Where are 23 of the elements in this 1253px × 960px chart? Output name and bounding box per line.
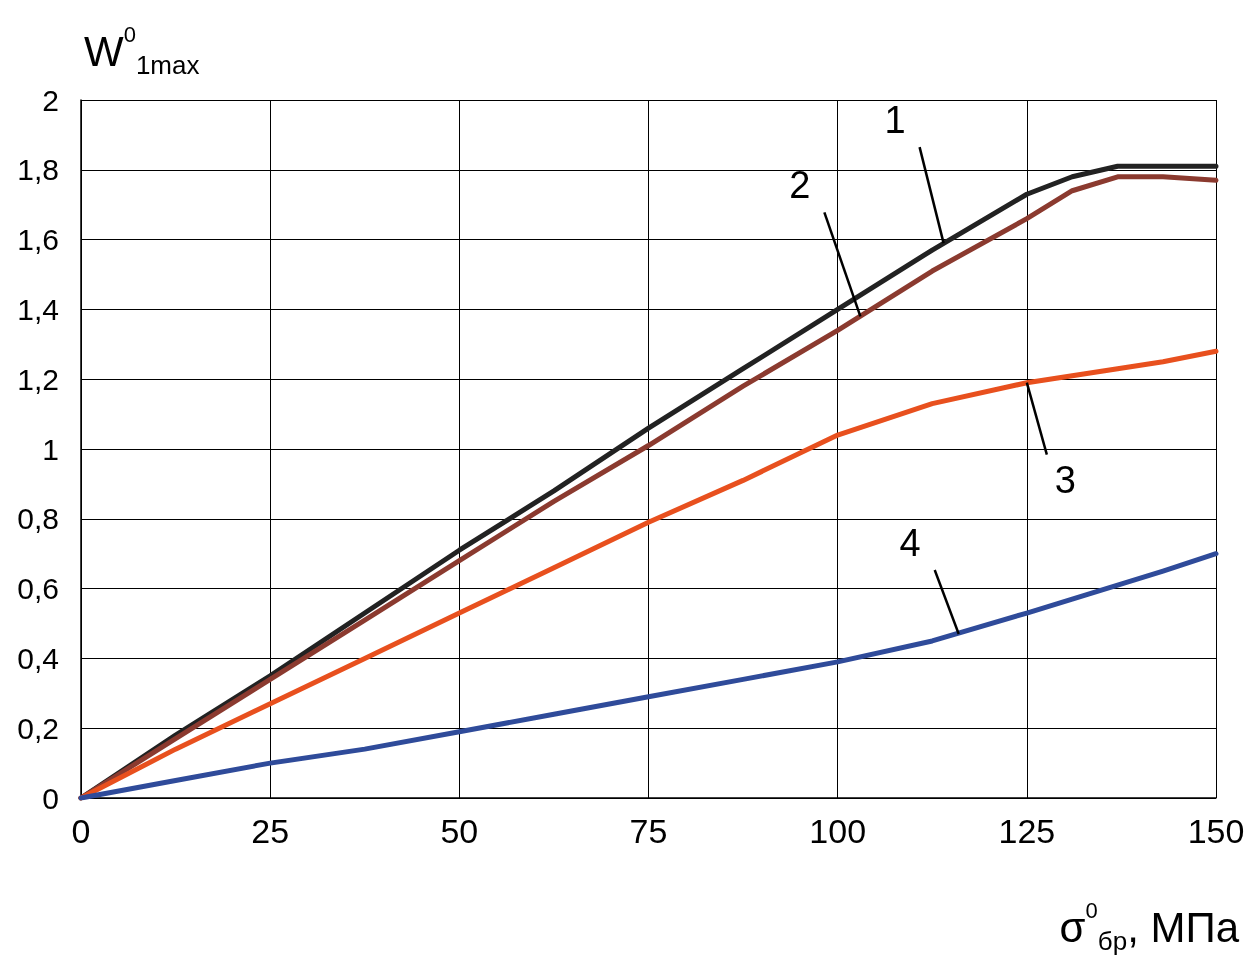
y-tick-label: 0,6	[17, 572, 59, 606]
x-tick-label: 50	[440, 812, 479, 850]
y-tick-label: 1,4	[17, 292, 59, 326]
annotation: 3	[1054, 458, 1076, 501]
annotation: 2	[789, 164, 811, 207]
x-axis-title: σ$^{0}$$_{бр}$, МПа	[1059, 898, 1239, 956]
y-tick-label: 1,2	[17, 362, 59, 396]
y-tick-label: 1,6	[17, 223, 59, 257]
x-tick-label: 0	[71, 812, 91, 850]
y-tick-label: 1	[42, 432, 59, 466]
x-tick-label: 150	[1187, 812, 1245, 850]
y-tick-label: 2	[42, 83, 59, 117]
y-tick-label: 0,8	[17, 502, 59, 536]
x-tick-label: 100	[809, 812, 867, 850]
x-tick-label: 25	[251, 812, 290, 850]
y-tick-label: 1,8	[17, 153, 59, 187]
annotation: 4	[899, 521, 921, 564]
x-tick-label: 125	[998, 812, 1056, 850]
y-tick-label: 0	[42, 781, 59, 815]
annotation: 1	[884, 99, 906, 142]
y-tick-label: 0,4	[17, 641, 59, 675]
x-tick-label: 75	[629, 812, 668, 850]
y-tick-label: 0,2	[17, 711, 59, 745]
